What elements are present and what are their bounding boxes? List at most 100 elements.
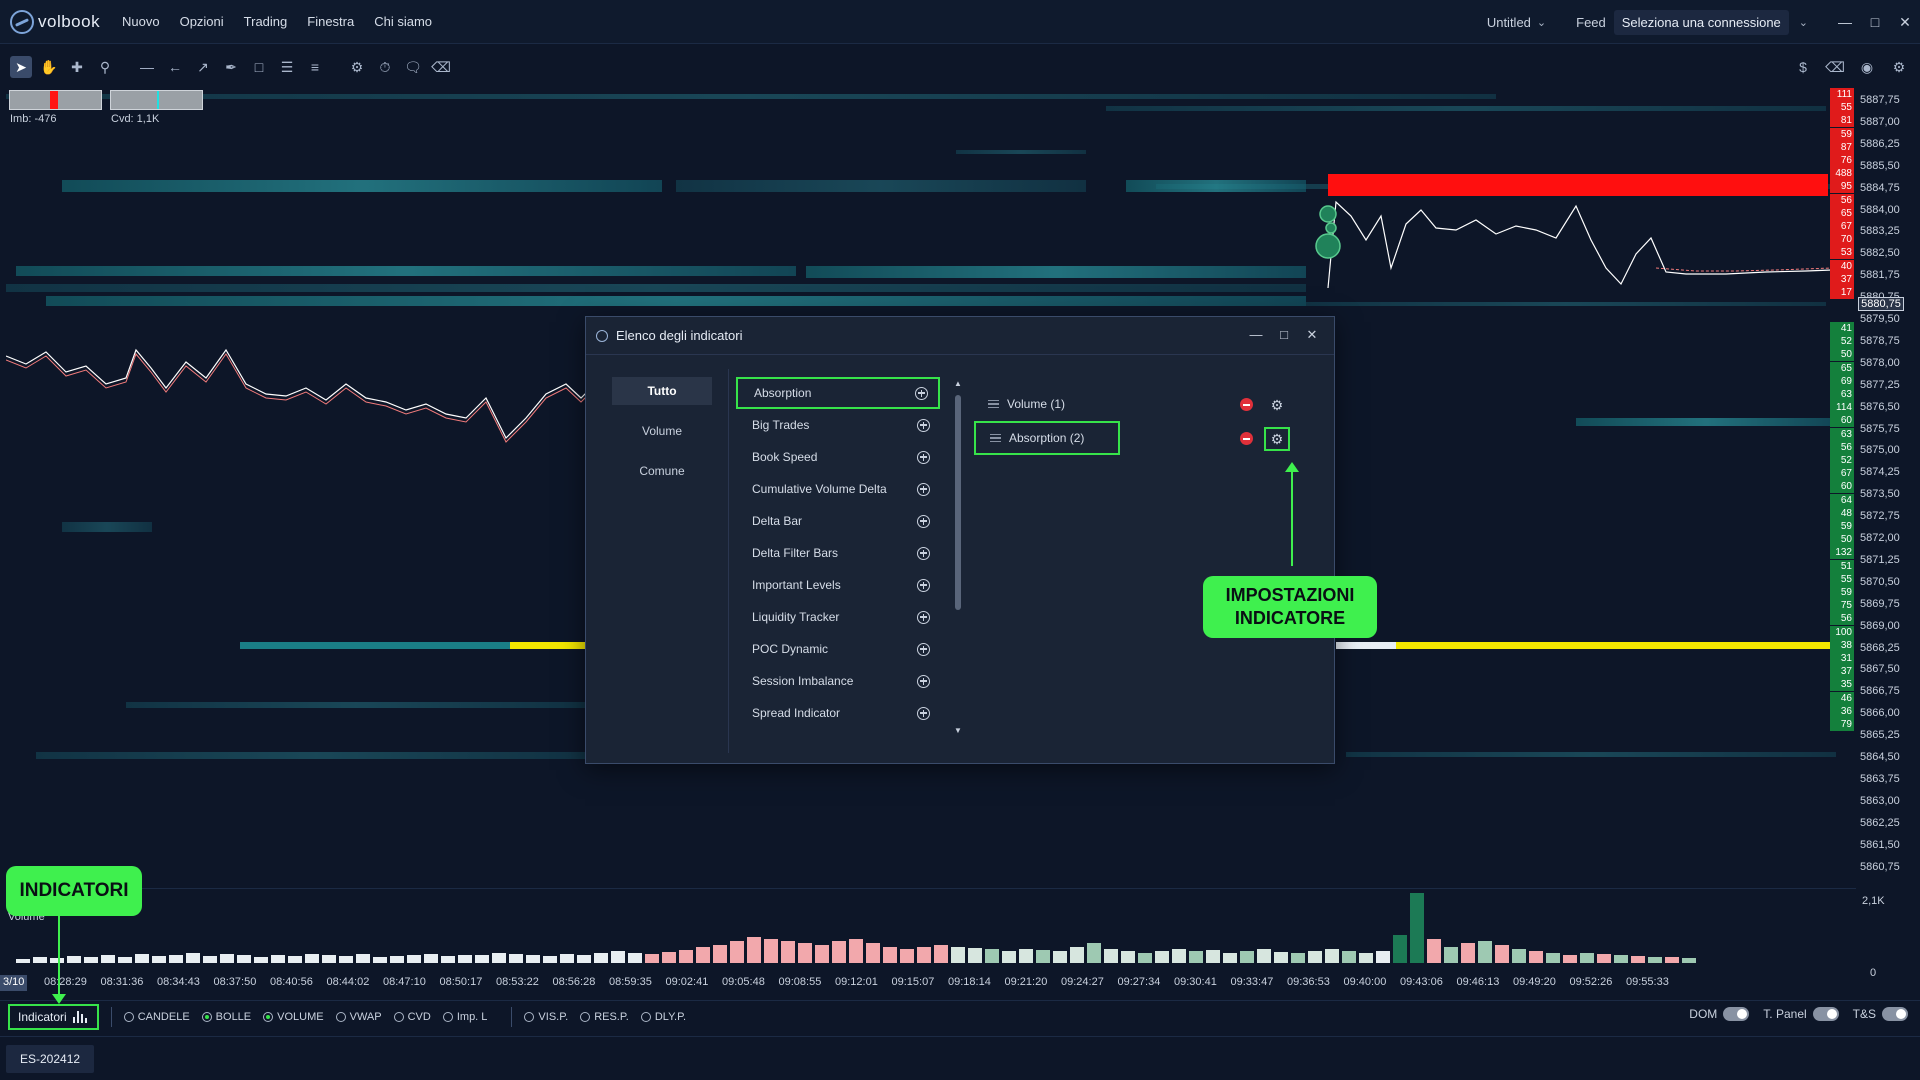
- indicator-item[interactable]: POC Dynamic: [736, 633, 940, 665]
- dialog-title: Elenco degli indicatori: [616, 328, 743, 343]
- price-scale[interactable]: 5887,75 5887,00 5886,25 5885,50 5884,75 5884,…: [1856, 88, 1920, 888]
- rectangle-icon[interactable]: □: [254, 59, 264, 75]
- hand-icon[interactable]: ✋: [40, 58, 58, 75]
- indicator-item[interactable]: Liquidity Tracker: [736, 601, 940, 633]
- cursor-icon[interactable]: ➤: [10, 56, 32, 78]
- indicator-item[interactable]: Spread Indicator: [736, 697, 940, 729]
- category-volume[interactable]: Volume: [641, 424, 683, 438]
- heatmap-chart[interactable]: [6, 88, 1856, 888]
- chevron-down-icon[interactable]: ⌄: [1536, 16, 1547, 29]
- indicators-button[interactable]: Indicatori: [8, 1003, 99, 1030]
- radio-icon[interactable]: [335, 1011, 346, 1022]
- add-circle-icon[interactable]: [917, 546, 930, 560]
- add-circle-icon[interactable]: [917, 706, 930, 720]
- add-circle-icon[interactable]: [917, 450, 930, 464]
- remove-indicator-button[interactable]: [1240, 398, 1253, 411]
- option-volume[interactable]: VOLUME: [263, 1011, 324, 1023]
- add-circle-icon[interactable]: [917, 578, 930, 592]
- dollar-icon[interactable]: $: [1799, 59, 1807, 75]
- close-icon[interactable]: ✕: [1306, 327, 1318, 342]
- remove-indicator-button[interactable]: [1240, 432, 1253, 445]
- crosshair-icon[interactable]: ✚: [71, 58, 83, 75]
- gear-icon[interactable]: ⚙: [1270, 396, 1284, 413]
- scroll-up-icon[interactable]: ▲: [954, 379, 962, 388]
- add-circle-icon[interactable]: [917, 482, 930, 496]
- add-circle-icon[interactable]: [917, 418, 930, 432]
- connection-select[interactable]: Seleziona una connessione: [1613, 9, 1789, 35]
- radio-icon[interactable]: [524, 1011, 535, 1022]
- radio-icon[interactable]: [640, 1011, 651, 1022]
- timer-icon[interactable]: ⏱: [379, 58, 391, 75]
- radio-icon[interactable]: [393, 1011, 404, 1022]
- scroll-down-icon[interactable]: ▼: [954, 726, 962, 735]
- maximize-icon[interactable]: □: [1870, 14, 1880, 30]
- radio-icon[interactable]: [123, 1011, 134, 1022]
- instrument-tab[interactable]: ES-202412: [6, 1045, 95, 1073]
- menu-lines-icon[interactable]: ☰: [280, 58, 294, 75]
- horizontal-line-icon[interactable]: —: [140, 59, 154, 75]
- radio-icon[interactable]: [201, 1011, 212, 1022]
- radio-icon[interactable]: [580, 1011, 591, 1022]
- category-tutto[interactable]: Tutto: [612, 377, 712, 405]
- option-visp[interactable]: VIS.P.: [524, 1011, 568, 1023]
- chevron-down-icon[interactable]: ⌄: [1798, 16, 1808, 29]
- ts-toggle[interactable]: [1882, 1007, 1908, 1021]
- add-circle-icon[interactable]: [917, 514, 930, 528]
- indicator-list-scrollbar[interactable]: ▲ ▼: [952, 379, 964, 735]
- indicator-item[interactable]: Session Imbalance: [736, 665, 940, 697]
- add-circle-icon[interactable]: [917, 642, 930, 656]
- indicator-item[interactable]: Delta Bar: [736, 505, 940, 537]
- menu-chi-siamo[interactable]: Chi siamo: [374, 14, 433, 29]
- ray-icon[interactable]: ←: [168, 59, 182, 75]
- active-indicator-absorption[interactable]: Absorption (2): [974, 421, 1120, 455]
- ruler-icon[interactable]: ✒: [225, 58, 237, 75]
- trend-line-icon[interactable]: ↗: [197, 58, 209, 75]
- indicator-item[interactable]: Important Levels: [736, 569, 940, 601]
- add-circle-icon[interactable]: [917, 674, 930, 688]
- menu-nuovo[interactable]: Nuovo: [122, 14, 160, 29]
- zoom-icon[interactable]: ⚲: [99, 58, 111, 75]
- option-resp[interactable]: RES.P.: [580, 1011, 629, 1023]
- active-indicator-volume[interactable]: Volume (1): [974, 387, 1120, 421]
- time-axis[interactable]: 3/10 08:28:29 08:31:36 08:34:43 08:37:50 08:…: [0, 975, 1860, 991]
- indicator-item[interactable]: Delta Filter Bars: [736, 537, 940, 569]
- volume-pane[interactable]: Volume: [6, 888, 1856, 972]
- indicator-item[interactable]: Absorption: [736, 377, 940, 409]
- gear-icon[interactable]: ⚙: [1892, 58, 1906, 75]
- option-dlyp[interactable]: DLY.P.: [640, 1011, 686, 1023]
- gear-icon[interactable]: ⚙: [1264, 427, 1290, 451]
- drag-handle-icon[interactable]: [990, 434, 1001, 442]
- minimize-icon[interactable]: —: [1838, 14, 1852, 30]
- category-comune[interactable]: Comune: [639, 464, 685, 478]
- scroll-thumb[interactable]: [955, 395, 961, 610]
- list-lines-icon[interactable]: ≡: [310, 59, 320, 75]
- option-impl[interactable]: Imp. L: [442, 1011, 487, 1023]
- option-vwap[interactable]: VWAP: [335, 1011, 382, 1023]
- radio-icon[interactable]: [442, 1011, 453, 1022]
- settings-sliders-icon[interactable]: ⚙: [350, 58, 364, 75]
- indicator-item[interactable]: Big Trades: [736, 409, 940, 441]
- option-cvd[interactable]: CVD: [393, 1011, 431, 1023]
- drag-handle-icon[interactable]: [988, 400, 999, 408]
- add-circle-icon[interactable]: [915, 386, 928, 400]
- option-bolle[interactable]: BOLLE: [201, 1011, 251, 1023]
- maximize-icon[interactable]: □: [1280, 327, 1288, 342]
- minimize-icon[interactable]: —: [1249, 327, 1263, 342]
- indicator-item[interactable]: Book Speed: [736, 441, 940, 473]
- eraser-icon[interactable]: ⌫: [431, 58, 451, 75]
- workspace-selector[interactable]: Untitled: [1486, 14, 1531, 30]
- menu-finestra[interactable]: Finestra: [307, 14, 355, 29]
- dom-toggle[interactable]: [1723, 1007, 1750, 1021]
- record-icon[interactable]: ◉: [1860, 58, 1874, 75]
- add-circle-icon[interactable]: [917, 610, 930, 624]
- tpanel-toggle[interactable]: [1812, 1007, 1839, 1021]
- comment-icon[interactable]: 🗨: [404, 58, 422, 75]
- eraser-icon[interactable]: ⌫: [1825, 58, 1845, 75]
- indicator-item[interactable]: Cumulative Volume Delta: [736, 473, 940, 505]
- indicator-label: Cumulative Volume Delta: [752, 482, 887, 496]
- menu-opzioni[interactable]: Opzioni: [179, 14, 224, 29]
- close-icon[interactable]: ✕: [1899, 13, 1911, 30]
- menu-trading[interactable]: Trading: [243, 14, 288, 29]
- radio-icon[interactable]: [263, 1011, 274, 1022]
- option-candele[interactable]: CANDELE: [123, 1011, 190, 1023]
